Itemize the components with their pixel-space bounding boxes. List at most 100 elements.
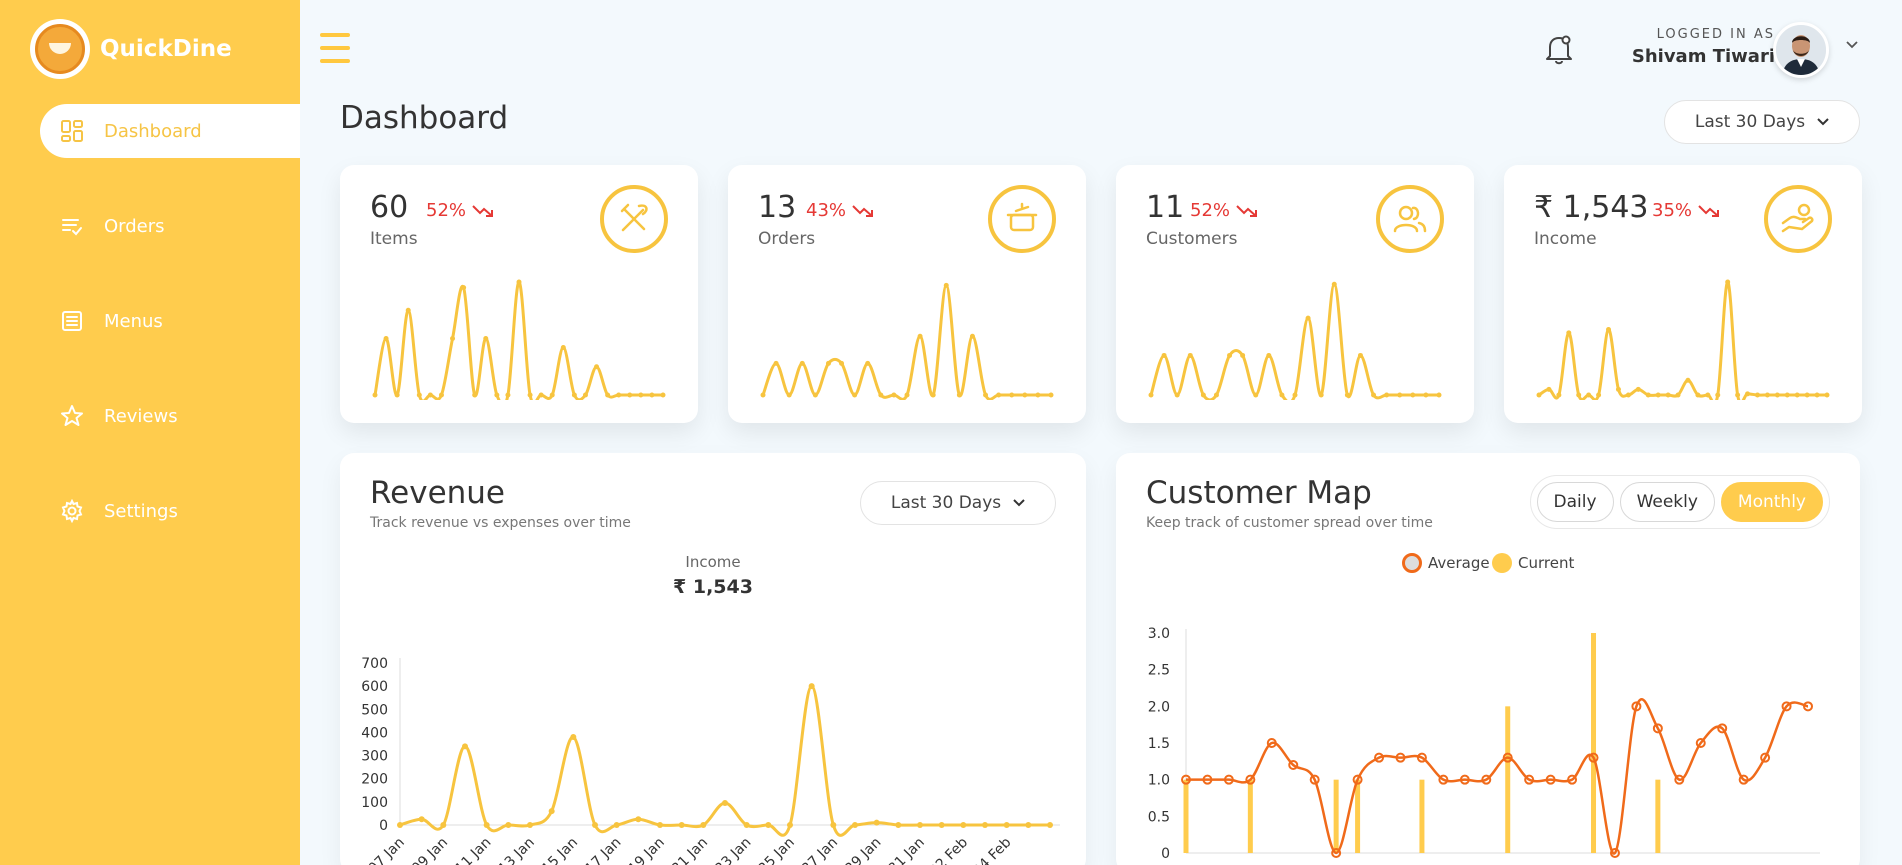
tab-monthly[interactable]: Monthly bbox=[1720, 482, 1823, 522]
sidebar-item-reviews[interactable]: Reviews bbox=[0, 389, 300, 443]
stat-card-income: ₹ 1,543 35% Income bbox=[1504, 165, 1862, 423]
x-tick-label: 31 Jan bbox=[886, 835, 928, 865]
sparkline-path bbox=[1149, 282, 1439, 400]
average-point bbox=[1803, 701, 1813, 712]
hamburger-menu-icon[interactable] bbox=[320, 33, 350, 63]
sidebar-item-label: Orders bbox=[104, 215, 165, 237]
stat-change: 35% bbox=[1652, 200, 1720, 221]
average-point bbox=[1416, 752, 1427, 763]
y-tick-label: 3.0 bbox=[1148, 626, 1170, 642]
average-point bbox=[1374, 752, 1385, 763]
sidebar-item-orders[interactable]: Orders bbox=[0, 199, 300, 253]
cooking-pot-icon bbox=[988, 185, 1056, 253]
brand[interactable]: QuickDine bbox=[0, 0, 300, 98]
revenue-range-select[interactable]: Last 30 Days bbox=[860, 481, 1056, 525]
average-point bbox=[1588, 752, 1599, 763]
sidebar-item-menus[interactable]: Menus bbox=[0, 294, 300, 348]
sparkline-point bbox=[1305, 315, 1311, 321]
legend-current-label: Current bbox=[1518, 554, 1575, 572]
sparkline-point bbox=[1576, 392, 1582, 398]
sparkline-point bbox=[1410, 392, 1416, 398]
sparkline-point bbox=[571, 392, 577, 398]
stat-label: Items bbox=[370, 229, 418, 249]
items-sparkline bbox=[372, 279, 666, 400]
income-point bbox=[722, 800, 728, 807]
tab-weekly[interactable]: Weekly bbox=[1619, 482, 1715, 522]
customers-sparkline bbox=[1148, 281, 1442, 400]
chevron-down-icon[interactable] bbox=[1845, 38, 1859, 52]
current-bar bbox=[1355, 779, 1361, 853]
income-point bbox=[938, 822, 945, 828]
income-point bbox=[678, 822, 685, 828]
stat-change: 52% bbox=[426, 200, 494, 221]
sparkline-point bbox=[1161, 352, 1167, 358]
users-icon bbox=[1376, 185, 1444, 253]
sparkline-point bbox=[956, 392, 962, 398]
average-point bbox=[1245, 774, 1256, 785]
sparkline-point bbox=[904, 392, 910, 398]
sparkline-point bbox=[516, 279, 522, 285]
average-point bbox=[1652, 723, 1663, 734]
current-bar bbox=[1183, 779, 1189, 853]
sparkline-point bbox=[1213, 392, 1219, 398]
x-tick-label: 4 bbox=[1776, 862, 1794, 863]
sparkline-point bbox=[1227, 352, 1233, 358]
bell-icon[interactable] bbox=[1544, 32, 1574, 66]
avatar[interactable] bbox=[1773, 22, 1829, 78]
x-tick-label: 04 Feb bbox=[970, 834, 1015, 865]
sparkline-point bbox=[472, 392, 478, 398]
sparkline-point bbox=[1635, 386, 1641, 392]
legend-average[interactable]: Average bbox=[1402, 553, 1490, 573]
sparkline-point bbox=[1784, 392, 1790, 398]
stat-change: 52% bbox=[1190, 200, 1258, 221]
sparkline-point bbox=[983, 392, 989, 398]
sidebar-item-dashboard[interactable]: Dashboard bbox=[40, 104, 300, 158]
y-tick-label: 200 bbox=[361, 772, 388, 788]
sparkline-point bbox=[1436, 392, 1442, 398]
stat-value: 11 bbox=[1146, 190, 1185, 225]
sparkline-point bbox=[1187, 352, 1193, 358]
y-tick-label: 0 bbox=[379, 818, 388, 834]
sparkline-point bbox=[1814, 392, 1820, 398]
y-tick-label: 700 bbox=[361, 656, 388, 672]
average-point bbox=[1567, 774, 1578, 785]
sparkline-point bbox=[1200, 392, 1206, 398]
income-point bbox=[960, 822, 967, 828]
legend-current[interactable]: Current bbox=[1492, 553, 1574, 573]
sparkline-point bbox=[943, 282, 949, 288]
fork-knife-icon bbox=[600, 185, 668, 253]
sparkline-point bbox=[1625, 392, 1631, 398]
sparkline-point bbox=[461, 285, 467, 291]
average-point bbox=[1266, 738, 1277, 748]
sparkline-point bbox=[1331, 281, 1337, 287]
income-point bbox=[548, 808, 555, 815]
income-point bbox=[570, 734, 577, 741]
chevron-down-icon bbox=[1013, 499, 1025, 507]
sidebar-item-settings[interactable]: Settings bbox=[0, 484, 300, 538]
sparkline-point bbox=[1695, 392, 1701, 398]
average-point bbox=[1674, 774, 1685, 785]
dashboard-grid-icon bbox=[60, 119, 84, 143]
x-tick-label: 25 Jan bbox=[756, 835, 798, 865]
sparkline-point bbox=[649, 392, 655, 398]
stat-value: ₹ 1,543 bbox=[1534, 190, 1649, 225]
average-point bbox=[1524, 774, 1535, 785]
sparkline-point bbox=[930, 392, 936, 398]
income-point bbox=[743, 822, 750, 828]
income-point bbox=[527, 822, 533, 828]
sparkline-point bbox=[865, 360, 871, 366]
y-tick-label: 600 bbox=[361, 679, 388, 695]
stat-change-value: 35% bbox=[1652, 200, 1693, 221]
date-range-select[interactable]: Last 30 Days bbox=[1664, 100, 1860, 144]
tab-daily[interactable]: Daily bbox=[1536, 482, 1614, 522]
income-point bbox=[440, 822, 447, 828]
sparkline-point bbox=[878, 392, 884, 398]
average-point bbox=[1738, 774, 1749, 785]
revenue-range-value: Last 30 Days bbox=[890, 493, 1002, 513]
gear-icon bbox=[60, 499, 84, 523]
average-point bbox=[1717, 723, 1728, 734]
date-range-value: Last 30 Days bbox=[1694, 112, 1806, 132]
average-point bbox=[1288, 760, 1299, 770]
average-point bbox=[1760, 752, 1771, 763]
sparkline-point bbox=[1022, 392, 1028, 398]
